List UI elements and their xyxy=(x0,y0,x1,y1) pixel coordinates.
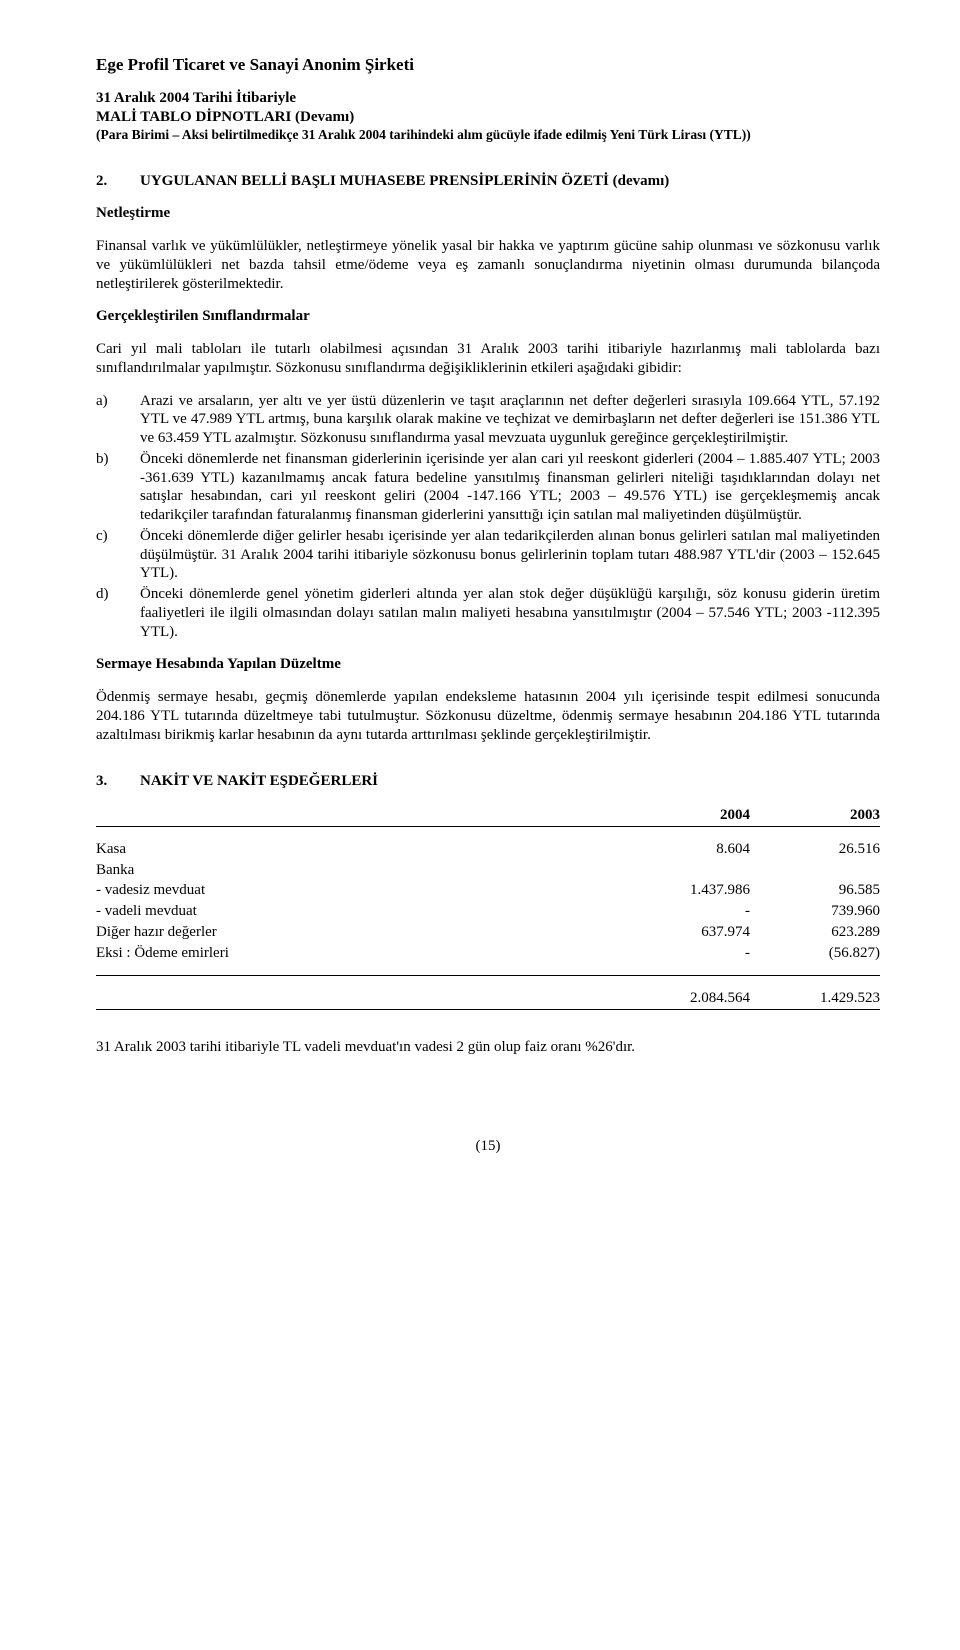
list-item-d: d) Önceki dönemlerde genel yönetim gider… xyxy=(96,585,880,641)
table-total-row: 2.084.564 1.429.523 xyxy=(96,988,880,1009)
row-val-2004: 8.604 xyxy=(620,839,750,860)
row-label: Eksi : Ödeme emirleri xyxy=(96,943,620,964)
header-unit: (Para Birimi – Aksi belirtilmedikçe 31 A… xyxy=(96,127,880,144)
sub-sermaye-title: Sermaye Hesabında Yapılan Düzeltme xyxy=(96,655,880,674)
table-row: Kasa 8.604 26.516 xyxy=(96,839,880,860)
sub-siniflandirma-para: Cari yıl mali tabloları ile tutarlı olab… xyxy=(96,340,880,378)
list-label-b: b) xyxy=(96,450,140,525)
row-label: Kasa xyxy=(96,839,620,860)
total-2004: 2.084.564 xyxy=(620,988,750,1009)
list-body-a: Arazi ve arsaların, yer altı ve yer üstü… xyxy=(140,392,880,448)
list-body-d: Önceki dönemlerde genel yönetim giderler… xyxy=(140,585,880,641)
list-label-c: c) xyxy=(96,527,140,583)
row-val-2003: 26.516 xyxy=(750,839,880,860)
list-item-a: a) Arazi ve arsaların, yer altı ve yer ü… xyxy=(96,392,880,448)
sub-siniflandirma-title: Gerçekleştirilen Sınıflandırmalar xyxy=(96,307,880,326)
header-date: 31 Aralık 2004 Tarihi İtibariyle xyxy=(96,89,880,108)
table-row: - vadeli mevduat - 739.960 xyxy=(96,901,880,922)
list-body-b: Önceki dönemlerde net finansman giderler… xyxy=(140,450,880,525)
sub-sermaye-para: Ödenmiş sermaye hesabı, geçmiş dönemlerd… xyxy=(96,688,880,744)
table-row: - vadesiz mevduat 1.437.986 96.585 xyxy=(96,880,880,901)
company-name: Ege Profil Ticaret ve Sanayi Anonim Şirk… xyxy=(96,54,880,75)
table-row: Eksi : Ödeme emirleri - (56.827) xyxy=(96,943,880,964)
header-notes: MALİ TABLO DİPNOTLARI (Devamı) xyxy=(96,108,880,127)
row-val-2004: 1.437.986 xyxy=(620,880,750,901)
list-item-c: c) Önceki dönemlerde diğer gelirler hesa… xyxy=(96,527,880,583)
section-3-footnote: 31 Aralık 2003 tarihi itibariyle TL vade… xyxy=(96,1038,880,1057)
total-2003: 1.429.523 xyxy=(750,988,880,1009)
sub-netlestirme-para: Finansal varlık ve yükümlülükler, netleş… xyxy=(96,237,880,293)
list-body-c: Önceki dönemlerde diğer gelirler hesabı … xyxy=(140,527,880,583)
col-2003: 2003 xyxy=(750,805,880,826)
section-3-title: 3. NAKİT VE NAKİT EŞDEĞERLERİ xyxy=(96,772,880,791)
table-row: Banka xyxy=(96,860,880,881)
row-val-2003: 96.585 xyxy=(750,880,880,901)
row-val-2003: (56.827) xyxy=(750,943,880,964)
row-val-2003: 623.289 xyxy=(750,922,880,943)
sub-netlestirme-title: Netleştirme xyxy=(96,204,880,223)
row-val-2004: - xyxy=(620,901,750,922)
row-val-2003 xyxy=(750,860,880,881)
row-label: Diğer hazır değerler xyxy=(96,922,620,943)
list-label-a: a) xyxy=(96,392,140,448)
section-2-txt: UYGULANAN BELLİ BAŞLI MUHASEBE PRENSİPLE… xyxy=(140,172,669,191)
row-label: - vadesiz mevduat xyxy=(96,880,620,901)
col-2004: 2004 xyxy=(620,805,750,826)
list-item-b: b) Önceki dönemlerde net finansman gider… xyxy=(96,450,880,525)
section-3-txt: NAKİT VE NAKİT EŞDEĞERLERİ xyxy=(140,772,378,791)
row-val-2003: 739.960 xyxy=(750,901,880,922)
row-val-2004: - xyxy=(620,943,750,964)
section-3-num: 3. xyxy=(96,772,140,791)
table-row: Diğer hazır değerler 637.974 623.289 xyxy=(96,922,880,943)
section-2-title: 2. UYGULANAN BELLİ BAŞLI MUHASEBE PRENSİ… xyxy=(96,172,880,191)
classification-list: a) Arazi ve arsaların, yer altı ve yer ü… xyxy=(96,392,880,642)
list-label-d: d) xyxy=(96,585,140,641)
row-val-2004 xyxy=(620,860,750,881)
page-number: (15) xyxy=(96,1137,880,1156)
row-label: - vadeli mevduat xyxy=(96,901,620,922)
row-val-2004: 637.974 xyxy=(620,922,750,943)
cash-table: 2004 2003 Kasa 8.604 26.516 Banka - vade… xyxy=(96,805,880,1010)
row-label: Banka xyxy=(96,860,620,881)
section-2-num: 2. xyxy=(96,172,140,191)
